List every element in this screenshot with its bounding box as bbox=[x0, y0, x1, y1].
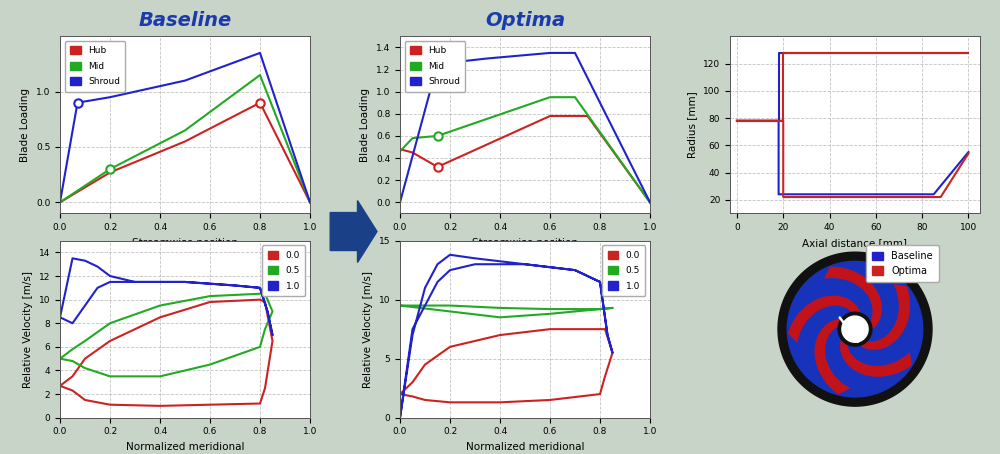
Legend: 0.0, 0.5, 1.0: 0.0, 0.5, 1.0 bbox=[262, 245, 305, 296]
Y-axis label: Relative Velocity [m/s]: Relative Velocity [m/s] bbox=[23, 271, 33, 388]
Legend: 0.0, 0.5, 1.0: 0.0, 0.5, 1.0 bbox=[602, 245, 645, 296]
Polygon shape bbox=[840, 335, 912, 377]
X-axis label: Normalized meridional: Normalized meridional bbox=[466, 442, 584, 452]
Y-axis label: Blade Loading: Blade Loading bbox=[20, 88, 30, 162]
Y-axis label: Blade Loading: Blade Loading bbox=[360, 88, 370, 162]
Y-axis label: Relative Velocity [m/s]: Relative Velocity [m/s] bbox=[363, 271, 373, 388]
Text: Baseline: Baseline bbox=[138, 11, 232, 30]
Polygon shape bbox=[858, 284, 910, 350]
Legend: Baseline, Optima: Baseline, Optima bbox=[866, 246, 939, 282]
Polygon shape bbox=[824, 266, 882, 330]
Polygon shape bbox=[842, 316, 868, 342]
Polygon shape bbox=[838, 312, 872, 346]
X-axis label: Normalized meridional: Normalized meridional bbox=[126, 442, 244, 452]
Legend: Hub, Mid, Shroud: Hub, Mid, Shroud bbox=[405, 41, 465, 92]
Polygon shape bbox=[815, 319, 850, 395]
Polygon shape bbox=[788, 296, 861, 343]
Legend: Hub, Mid, Shroud: Hub, Mid, Shroud bbox=[65, 41, 125, 92]
Polygon shape bbox=[778, 252, 932, 406]
Polygon shape bbox=[787, 262, 923, 397]
Text: Optima: Optima bbox=[485, 11, 565, 30]
Y-axis label: Radius [mm]: Radius [mm] bbox=[687, 91, 697, 158]
X-axis label: Streamwise position: Streamwise position bbox=[132, 237, 238, 248]
X-axis label: Streamwise position: Streamwise position bbox=[472, 237, 578, 248]
FancyArrow shape bbox=[330, 201, 377, 262]
X-axis label: Axial distance [mm]: Axial distance [mm] bbox=[802, 237, 908, 248]
